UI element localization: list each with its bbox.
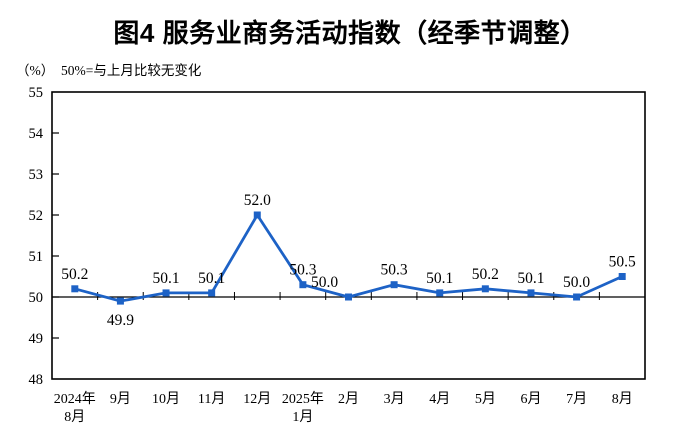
x-axis-label: 1月 (292, 409, 313, 425)
x-axis-label: 8月 (64, 409, 85, 425)
data-point-label: 50.0 (311, 274, 338, 291)
data-point-marker (527, 289, 535, 297)
data-point-label: 50.5 (609, 254, 636, 271)
x-axis-label: 2月 (338, 391, 359, 407)
y-axis-label: 54 (29, 126, 44, 142)
data-point-label: 52.0 (244, 192, 271, 209)
y-axis-label: 53 (29, 167, 44, 183)
data-point-marker (618, 273, 626, 280)
data-point-marker (390, 281, 398, 289)
data-point-marker (299, 281, 307, 289)
x-axis-label: 11月 (198, 391, 225, 407)
data-point-label: 50.2 (61, 266, 88, 283)
data-point-marker (436, 289, 444, 297)
y-axis-label: 50 (29, 290, 44, 306)
data-point-label: 50.1 (517, 270, 544, 287)
x-axis-label: 2024年 (54, 391, 96, 407)
y-axis-label: 52 (29, 208, 44, 224)
data-point-marker (116, 297, 124, 305)
y-axis-label: 55 (29, 85, 44, 101)
data-point-label: 50.3 (381, 262, 408, 279)
chart-title: 图4 服务业商务活动指数（经季节调整） (113, 18, 587, 48)
data-point-label: 50.1 (198, 270, 225, 287)
x-axis-label: 12月 (243, 391, 271, 407)
data-point-label: 50.1 (426, 270, 453, 287)
x-axis-label: 8月 (612, 391, 633, 407)
x-axis-label: 5月 (475, 391, 496, 407)
data-point-marker (162, 289, 170, 297)
chart-subtitle: （%） 50%=与上月比较无变化 (16, 63, 202, 78)
data-point-marker (208, 289, 216, 297)
x-axis-label: 3月 (384, 391, 405, 407)
data-point-marker (481, 285, 489, 293)
x-axis-label: 10月 (152, 391, 180, 407)
data-point-label: 50.0 (563, 274, 590, 291)
data-point-marker (71, 285, 79, 293)
plot-frame (51, 91, 646, 380)
data-point-marker (345, 293, 352, 301)
x-axis-label: 6月 (520, 391, 541, 407)
series-line (74, 212, 623, 303)
data-point-label: 50.1 (152, 270, 179, 287)
data-point-label: 50.2 (472, 266, 499, 283)
data-point-marker (253, 211, 261, 219)
x-axis-label: 4月 (429, 391, 450, 407)
y-axis-label: 48 (29, 372, 44, 388)
x-axis-label: 9月 (110, 391, 131, 407)
data-point-marker (573, 293, 581, 301)
data-point-label: 49.9 (107, 312, 134, 329)
y-axis-label: 49 (29, 331, 44, 347)
data-point-label: 50.3 (289, 262, 316, 279)
y-axis-label: 51 (29, 249, 44, 265)
x-axis-label: 7月 (566, 391, 587, 407)
x-axis-label: 2025年 (282, 391, 324, 407)
